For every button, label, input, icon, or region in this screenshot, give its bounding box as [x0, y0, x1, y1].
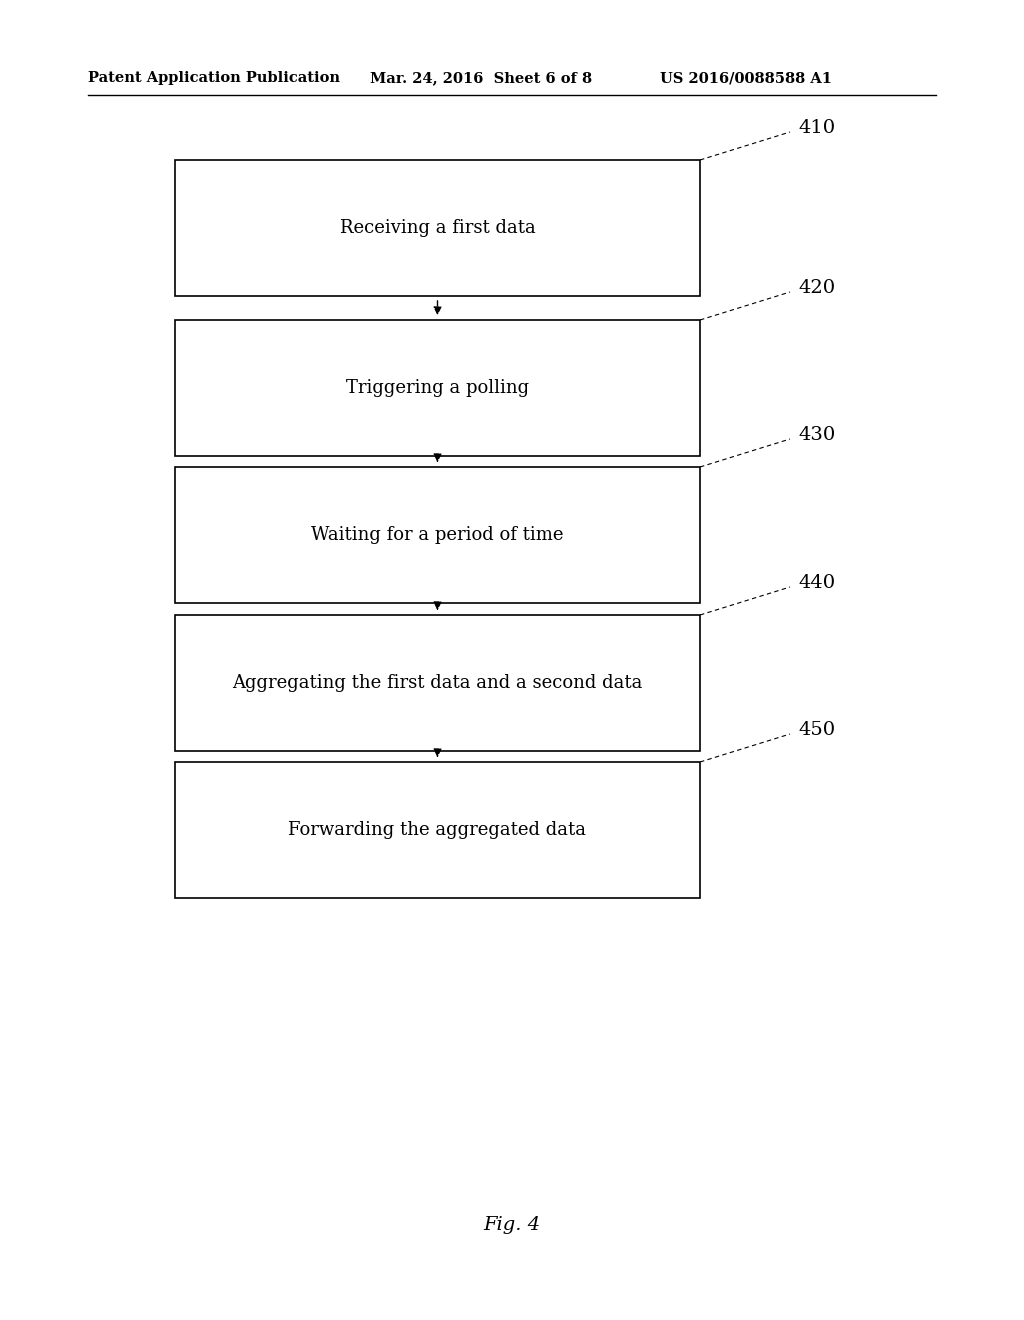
- Bar: [175, 615, 700, 751]
- Text: 440: 440: [798, 574, 836, 591]
- Text: US 2016/0088588 A1: US 2016/0088588 A1: [660, 71, 831, 84]
- Text: Receiving a first data: Receiving a first data: [340, 219, 536, 238]
- Text: 420: 420: [798, 279, 836, 297]
- Text: Waiting for a period of time: Waiting for a period of time: [311, 525, 564, 544]
- Bar: [175, 319, 700, 455]
- Bar: [175, 467, 700, 603]
- Text: 450: 450: [798, 721, 836, 739]
- Text: 430: 430: [798, 426, 836, 444]
- Bar: [175, 160, 700, 296]
- Text: Triggering a polling: Triggering a polling: [346, 379, 529, 397]
- Bar: [175, 762, 700, 898]
- Text: Mar. 24, 2016  Sheet 6 of 8: Mar. 24, 2016 Sheet 6 of 8: [370, 71, 592, 84]
- Text: Fig. 4: Fig. 4: [483, 1216, 541, 1234]
- Text: Forwarding the aggregated data: Forwarding the aggregated data: [289, 821, 587, 840]
- Text: Aggregating the first data and a second data: Aggregating the first data and a second …: [232, 675, 643, 692]
- Text: 410: 410: [798, 119, 836, 137]
- Text: Patent Application Publication: Patent Application Publication: [88, 71, 340, 84]
